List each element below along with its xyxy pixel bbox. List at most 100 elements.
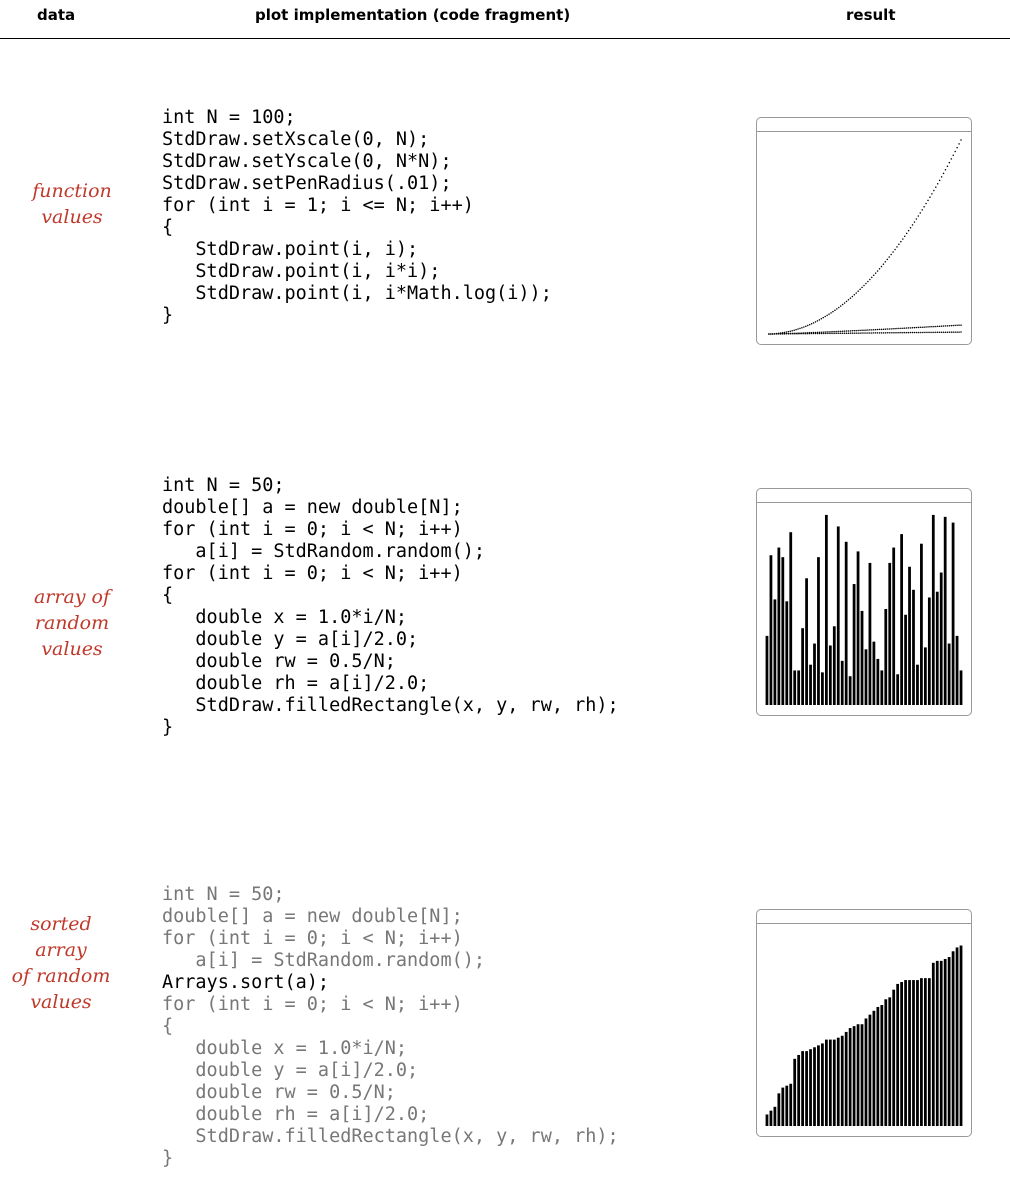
- point-linear: [882, 332, 885, 334]
- random-bar: [923, 647, 927, 705]
- point-linear: [888, 332, 890, 334]
- point-nlogn: [812, 331, 815, 334]
- point-linear: [863, 332, 865, 334]
- point-nlogn: [886, 328, 889, 330]
- sorted-bar: [923, 978, 927, 1126]
- point-quadratic: [903, 235, 906, 237]
- sorted-bar: [789, 1083, 793, 1126]
- point-quadratic: [816, 320, 819, 322]
- point-nlogn: [797, 332, 799, 334]
- point-quadratic: [822, 316, 825, 319]
- window-title-bar: [757, 910, 971, 924]
- point-nlogn: [954, 324, 956, 327]
- point-nlogn: [841, 330, 844, 332]
- sorted-bar: [892, 989, 896, 1126]
- point-quadratic: [923, 205, 925, 208]
- code-line: double[] a = new double[N];: [162, 906, 463, 927]
- point-nlogn: [770, 333, 772, 335]
- point-nlogn: [861, 329, 863, 332]
- point-linear: [838, 332, 840, 335]
- point-nlogn: [839, 330, 842, 333]
- random-values-bar-plot: [765, 514, 963, 705]
- point-linear: [919, 331, 922, 334]
- point-quadratic: [900, 240, 902, 243]
- point-quadratic: [931, 193, 933, 195]
- point-linear: [822, 332, 825, 335]
- code-line: {: [162, 585, 174, 606]
- point-linear: [909, 331, 912, 334]
- point-nlogn: [834, 330, 836, 333]
- window-title-bar: [757, 489, 971, 503]
- point-quadratic: [787, 330, 790, 333]
- row-label-line: values: [30, 991, 92, 1013]
- point-quadratic: [869, 278, 871, 281]
- sorted-values-bar-plot: [765, 945, 963, 1126]
- point-linear: [954, 331, 956, 333]
- random-bar: [852, 584, 856, 705]
- point-nlogn: [793, 332, 795, 335]
- random-bar: [801, 628, 804, 705]
- code-line: for (int i = 0; i < N; i++): [162, 563, 463, 584]
- random-bar: [824, 514, 828, 705]
- point-quadratic: [935, 186, 937, 188]
- point-nlogn: [845, 330, 848, 332]
- point-quadratic: [936, 183, 939, 185]
- point-quadratic: [857, 290, 859, 292]
- point-linear: [861, 332, 863, 334]
- random-bar: [888, 562, 892, 705]
- sorted-bar: [939, 960, 943, 1126]
- point-linear: [892, 331, 894, 334]
- point-quadratic: [828, 313, 830, 315]
- stddraw-window-sorted-values: [756, 909, 972, 1137]
- point-linear: [874, 332, 877, 334]
- point-nlogn: [892, 327, 894, 330]
- point-nlogn: [942, 325, 945, 327]
- random-bar: [765, 635, 769, 705]
- point-nlogn: [931, 325, 933, 328]
- point-linear: [869, 332, 871, 334]
- point-nlogn: [774, 333, 776, 335]
- point-nlogn: [946, 325, 949, 327]
- point-quadratic: [830, 312, 832, 314]
- point-nlogn: [919, 326, 922, 329]
- point-nlogn: [929, 326, 931, 328]
- random-bar: [951, 522, 955, 705]
- point-linear: [820, 332, 823, 335]
- sorted-bar: [880, 1005, 884, 1126]
- sorted-bar: [840, 1035, 844, 1126]
- point-quadratic: [806, 324, 809, 327]
- point-quadratic: [890, 253, 892, 256]
- point-nlogn: [896, 327, 898, 330]
- point-nlogn: [863, 329, 865, 331]
- sorted-bar: [836, 1037, 840, 1126]
- sorted-bar: [947, 957, 951, 1126]
- point-nlogn: [894, 327, 896, 330]
- code-line: }: [162, 717, 174, 738]
- point-nlogn: [768, 333, 770, 335]
- point-linear: [824, 332, 826, 335]
- point-quadratic: [841, 303, 844, 306]
- sorted-bar: [856, 1024, 860, 1126]
- code-line: StdDraw.point(i, i*Math.log(i));: [162, 283, 552, 304]
- random-bar: [832, 626, 836, 705]
- code-line: double y = a[i]/2.0;: [162, 1060, 419, 1081]
- sorted-bar: [817, 1045, 820, 1126]
- point-quadratic: [853, 293, 856, 296]
- random-bar: [821, 672, 824, 705]
- point-linear: [907, 331, 910, 334]
- sorted-bar: [813, 1047, 816, 1126]
- point-linear: [896, 331, 898, 334]
- point-nlogn: [960, 324, 962, 326]
- random-bar: [789, 532, 793, 705]
- point-quadratic: [884, 261, 887, 263]
- point-linear: [911, 331, 914, 334]
- point-nlogn: [882, 328, 885, 330]
- point-linear: [894, 331, 896, 334]
- code-line: int N = 50;: [162, 884, 285, 905]
- code-line: Arrays.sort(a);: [162, 972, 330, 993]
- point-nlogn: [944, 325, 947, 327]
- point-quadratic: [913, 221, 916, 223]
- point-nlogn: [801, 332, 803, 334]
- point-nlogn: [779, 332, 782, 335]
- point-quadratic: [867, 280, 869, 283]
